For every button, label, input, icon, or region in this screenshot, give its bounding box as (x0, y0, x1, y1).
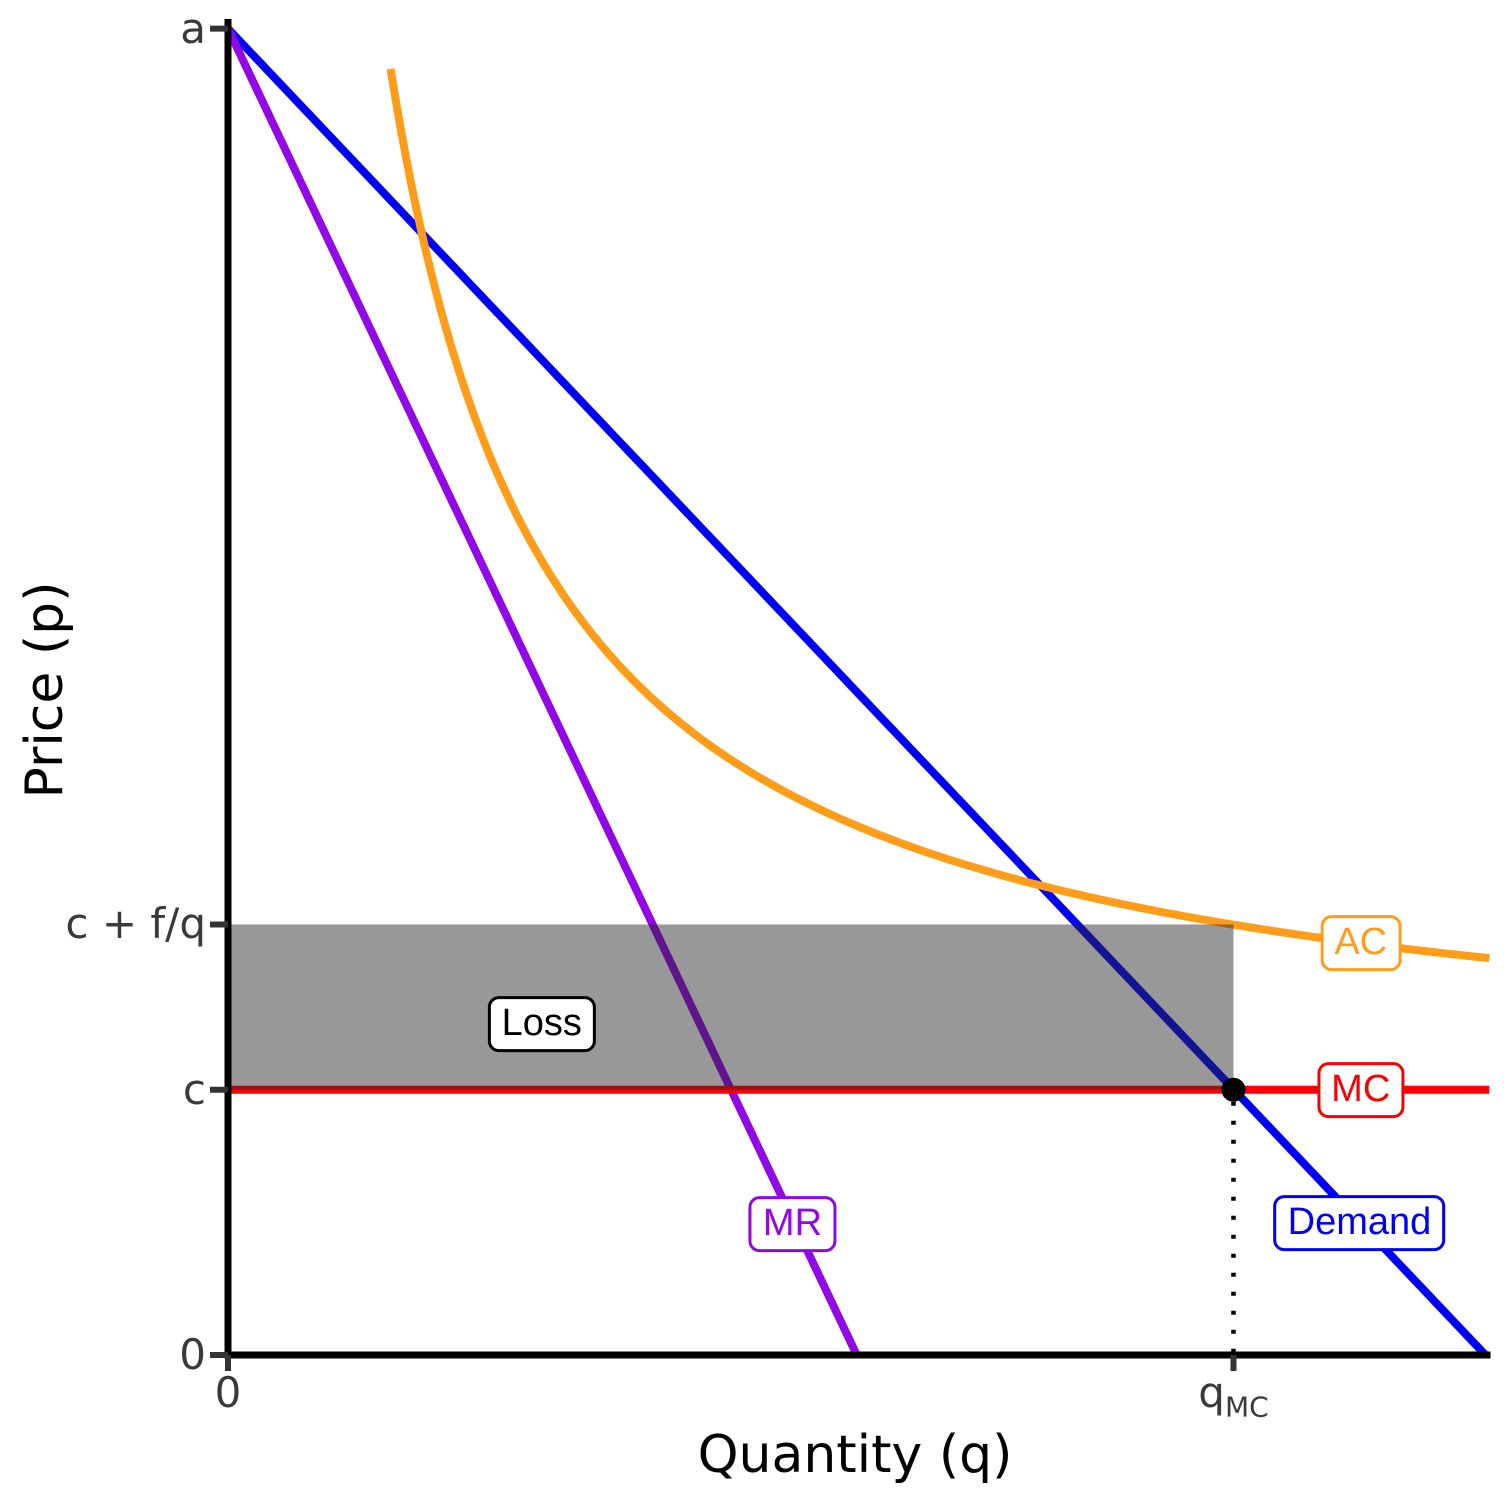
y-tick-text-a: a (180, 3, 206, 53)
y-tick-label-c: c (0, 1068, 206, 1111)
mr-curve-label-text: MR (762, 1202, 823, 1245)
y-tick-text-c: c (182, 1064, 206, 1114)
ac-curve (386, 68, 1490, 963)
y-axis-title: Price (p) (15, 581, 75, 799)
ac-curve-label: AC (1320, 915, 1402, 971)
mc-demand-intersection-dot (1221, 1077, 1246, 1102)
x-tick-subscript-mc: MC (1224, 1390, 1269, 1424)
ac-curve-label-text: AC (1334, 921, 1388, 964)
y-tick-label-a: a (0, 7, 206, 50)
mr-curve (224, 26, 861, 1357)
x-axis-title: Quantity (q) (697, 1425, 1013, 1485)
x-tick-label-qmc: qMC (1198, 1372, 1268, 1421)
loss-area-label-text: Loss (501, 1002, 582, 1045)
x-tick-label-zero: 0 (215, 1372, 242, 1414)
x-tick-text-zero: 0 (214, 1368, 242, 1417)
demand-curve-label-text: Demand (1287, 1201, 1432, 1244)
x-tick-text-q: q (1198, 1368, 1225, 1417)
mr-curve-label: MR (748, 1196, 837, 1253)
demand-curve (225, 25, 1489, 1358)
demand-curve-label: Demand (1273, 1195, 1446, 1251)
y-tick-label-c-plus-f-over-q: c + f/q (0, 903, 206, 945)
y-tick-text-zero: 0 (179, 1330, 206, 1379)
loss-area-label: Loss (487, 996, 596, 1053)
x-tick-marks (225, 1355, 1237, 1371)
y-tick-text-c-plus-f-over-q: c + f/q (65, 899, 206, 949)
mc-curve-label-text: MC (1331, 1067, 1391, 1110)
y-tick-label-zero: 0 (0, 1334, 206, 1376)
loss-area (228, 924, 1234, 1090)
mc-curve-label: MC (1317, 1061, 1405, 1118)
